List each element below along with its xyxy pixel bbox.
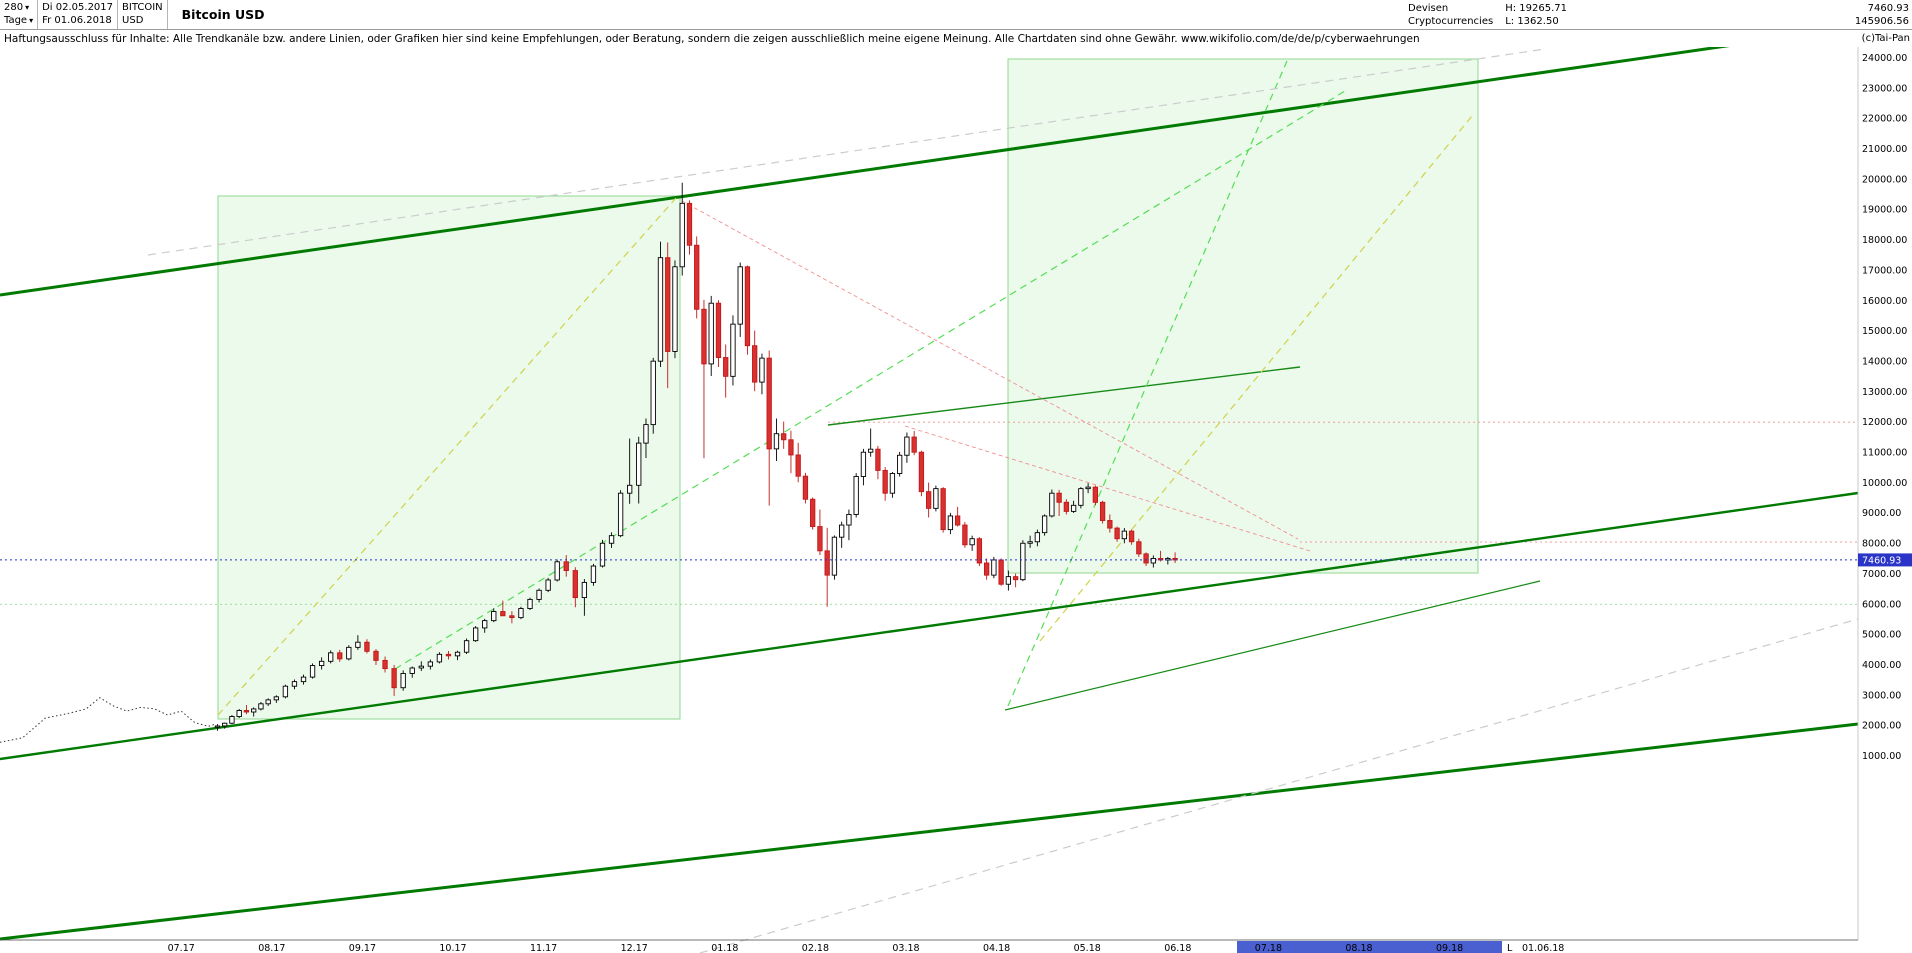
category-block: Devisen Cryptocurrencies: [1408, 2, 1493, 28]
trend-zones: [217, 58, 1479, 720]
svg-text:08.17: 08.17: [258, 943, 285, 953]
chevron-down-icon: ▾: [25, 3, 30, 12]
disclaimer-row: Haftungsausschluss für Inhalte: Alle Tre…: [0, 30, 1912, 47]
svg-text:12000.00: 12000.00: [1862, 417, 1907, 428]
page-title: Bitcoin USD: [181, 7, 265, 22]
svg-text:07.17: 07.17: [168, 943, 195, 953]
future-date-band: [1237, 941, 1502, 953]
date-from[interactable]: Di 02.05.2017: [42, 2, 114, 13]
disclaimer-link[interactable]: www.wikifolio.com/de/de/p/cyberwaehrunge…: [1180, 32, 1420, 45]
svg-text:14000.00: 14000.00: [1862, 356, 1907, 367]
svg-text:03.18: 03.18: [892, 943, 919, 953]
header-stats: Devisen Cryptocurrencies H: 19265.71 L: …: [1408, 0, 1912, 29]
svg-text:22000.00: 22000.00: [1862, 114, 1907, 125]
instrument-currency: USD: [122, 15, 144, 26]
svg-text:01.06.18: 01.06.18: [1522, 943, 1564, 953]
price-chart[interactable]: 24000.00 23000.00 22000.00 21000.00 20000.00…: [0, 47, 1912, 953]
svg-text:11.17: 11.17: [530, 943, 557, 953]
instrument-cell: BITCOIN USD: [118, 0, 168, 29]
date-to[interactable]: Fr 01.06.2018: [42, 15, 112, 26]
chevron-down-icon: ▾: [29, 16, 34, 25]
pre-series-line: [0, 697, 216, 743]
svg-text:24000.00: 24000.00: [1862, 53, 1907, 64]
svg-text:7460.93: 7460.93: [1862, 555, 1901, 566]
svg-text:17000.00: 17000.00: [1862, 265, 1907, 276]
svg-text:12.17: 12.17: [621, 943, 648, 953]
svg-text:09.17: 09.17: [349, 943, 376, 953]
svg-text:07.18: 07.18: [1255, 943, 1282, 953]
trendlines: [0, 47, 1859, 953]
svg-text:10000.00: 10000.00: [1862, 478, 1907, 489]
svg-text:9000.00: 9000.00: [1862, 508, 1901, 519]
period-high: H: 19265.71: [1505, 2, 1567, 14]
high-low-block: H: 19265.71 L: 1362.50: [1505, 2, 1567, 28]
svg-text:13000.00: 13000.00: [1862, 387, 1907, 398]
svg-text:20000.00: 20000.00: [1862, 174, 1907, 185]
date-range[interactable]: Di 02.05.2017 Fr 01.06.2018: [38, 0, 119, 29]
svg-text:09.18: 09.18: [1436, 943, 1463, 953]
svg-text:2000.00: 2000.00: [1862, 721, 1901, 732]
svg-text:08.18: 08.18: [1345, 943, 1372, 953]
svg-text:18000.00: 18000.00: [1862, 235, 1907, 246]
svg-text:11000.00: 11000.00: [1862, 448, 1907, 459]
svg-text:L: L: [1507, 943, 1513, 953]
svg-text:05.18: 05.18: [1074, 943, 1101, 953]
horizontal-levels: [0, 421, 1858, 605]
svg-text:06.18: 06.18: [1164, 943, 1191, 953]
period-value[interactable]: 280: [4, 2, 24, 13]
last-price-block: 7460.93 145906.56: [1579, 2, 1909, 28]
svg-text:10.17: 10.17: [439, 943, 466, 953]
svg-text:15000.00: 15000.00: [1862, 326, 1907, 337]
svg-text:02.18: 02.18: [802, 943, 829, 953]
svg-text:19000.00: 19000.00: [1862, 205, 1907, 216]
svg-text:01.18: 01.18: [711, 943, 738, 953]
candles: [214, 182, 1178, 731]
chart-area[interactable]: 24000.00 23000.00 22000.00 21000.00 20000.00…: [0, 47, 1912, 953]
instrument-symbol: BITCOIN: [122, 2, 163, 13]
svg-text:4000.00: 4000.00: [1862, 660, 1901, 671]
svg-text:23000.00: 23000.00: [1862, 83, 1907, 94]
category: Devisen: [1408, 2, 1449, 14]
header-bar: 280 ▾ Tage ▾ Di 02.05.2017 Fr 01.06.2018 B…: [0, 0, 1912, 30]
svg-text:1000.00: 1000.00: [1862, 751, 1901, 762]
svg-text:8000.00: 8000.00: [1862, 539, 1901, 550]
svg-text:21000.00: 21000.00: [1862, 144, 1907, 155]
copyright-label: (c)Tai-Pan: [1861, 33, 1910, 44]
price-axis: 24000.00 23000.00 22000.00 21000.00 20000.00…: [1862, 53, 1907, 762]
date-axis: 07.17 08.17 09.17 10.17 11.17 12.17 01.18 02.18…: [168, 943, 1565, 953]
svg-text:5000.00: 5000.00: [1862, 630, 1901, 641]
volume-value: 145906.56: [1854, 15, 1909, 27]
svg-text:7000.00: 7000.00: [1862, 569, 1901, 580]
svg-text:6000.00: 6000.00: [1862, 599, 1901, 610]
svg-text:3000.00: 3000.00: [1862, 690, 1901, 701]
subcategory: Cryptocurrencies: [1408, 15, 1494, 27]
last-price: 7460.93: [1867, 2, 1909, 14]
current-price-tag: 7460.93: [1858, 553, 1912, 567]
period-low: L: 1362.50: [1505, 15, 1559, 27]
svg-text:16000.00: 16000.00: [1862, 296, 1907, 307]
disclaimer-text: Haftungsausschluss für Inhalte: Alle Tre…: [4, 32, 1178, 45]
svg-text:04.18: 04.18: [983, 943, 1010, 953]
period-selector[interactable]: 280 ▾ Tage ▾: [0, 0, 39, 29]
period-unit[interactable]: Tage: [4, 15, 28, 26]
axes: [0, 47, 1859, 941]
